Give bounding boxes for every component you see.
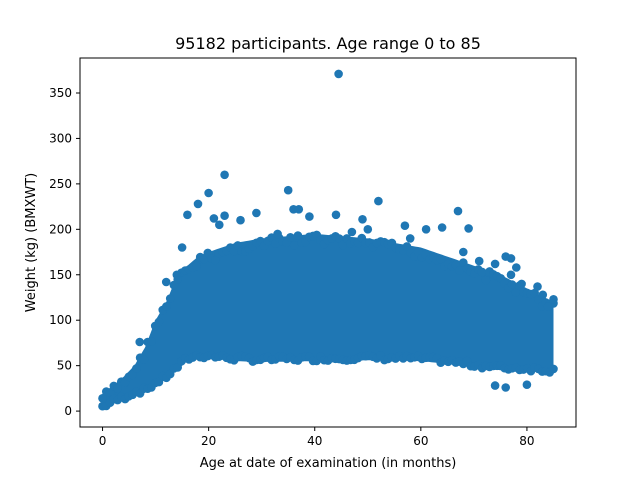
scatter-point [533, 282, 542, 291]
scatter-point [363, 225, 373, 234]
edge-point-lower [173, 363, 182, 372]
scatter-point [273, 229, 282, 239]
scatter-point [549, 295, 558, 304]
y-tick-label: 150 [49, 268, 72, 282]
scatter-point [215, 220, 224, 230]
scatter-point [543, 302, 553, 311]
edge-point-upper [338, 240, 348, 250]
x-axis: 0 20 40 60 80 [99, 427, 535, 448]
x-tick-label: 60 [413, 434, 428, 448]
scatter-point [347, 227, 357, 237]
edge-point-upper [436, 254, 446, 264]
scatter-point [252, 208, 261, 218]
edge-point-upper [105, 388, 115, 397]
y-axis-label: Weight (kg) (BMXWT) [24, 173, 39, 312]
scatter-point [512, 263, 521, 272]
x-tick-label: 0 [99, 434, 107, 448]
scatter-point [501, 383, 511, 392]
y-tick-label: 200 [49, 222, 72, 236]
scatter-point [453, 206, 463, 216]
y-tick-label: 50 [57, 359, 72, 373]
scatter-point [204, 188, 213, 198]
x-axis-label: Age at date of examination (in months) [200, 456, 457, 471]
scatter-point [474, 256, 484, 266]
scatter-point [220, 211, 229, 220]
scatter-point [183, 210, 192, 220]
scatter-point [490, 259, 500, 269]
edge-point-upper [481, 275, 491, 285]
scatter-point [283, 185, 293, 195]
x-tick-label: 40 [307, 434, 322, 448]
edge-point-upper [511, 288, 521, 297]
scatter-point [459, 247, 468, 257]
edge-point-upper [211, 255, 220, 265]
x-tick-label: 80 [519, 434, 534, 448]
scatter-point [464, 224, 473, 233]
edge-point-upper [286, 233, 295, 242]
scatter-point [334, 69, 343, 79]
y-tick-label: 100 [49, 313, 72, 327]
scatter-point [177, 243, 187, 252]
plot-marks [98, 69, 558, 411]
edge-point-lower [549, 364, 558, 374]
x-tick-label: 20 [201, 434, 216, 448]
scatter-point [220, 170, 229, 180]
edge-point-upper [477, 267, 487, 277]
edge-point-upper [402, 242, 412, 251]
scatter-point [331, 210, 341, 220]
edge-point-upper [128, 370, 137, 380]
scatter-point [305, 212, 314, 221]
scatter-point [437, 223, 447, 232]
edge-point-upper [132, 364, 141, 373]
scatter-point [294, 205, 304, 214]
scatter-point [374, 196, 383, 206]
y-tick-label: 0 [64, 404, 72, 418]
scatter-point [236, 215, 245, 225]
scatter-point [405, 234, 415, 243]
edge-point-upper [139, 355, 149, 364]
edge-point-upper [147, 337, 156, 346]
y-tick-label: 300 [49, 131, 72, 145]
edge-point-upper [154, 317, 164, 327]
y-tick-label: 250 [49, 177, 72, 191]
scatter-point [161, 277, 171, 287]
scatter-point [172, 270, 182, 280]
scatter-point [400, 221, 410, 230]
scatter-point [538, 290, 548, 300]
edge-point-upper [289, 241, 299, 250]
y-tick-label: 350 [49, 86, 72, 100]
scatter-point [506, 270, 516, 280]
scatter-point [135, 337, 144, 347]
edge-point-upper [165, 294, 175, 303]
scatter-point [517, 279, 526, 289]
edge-point-upper [98, 394, 107, 403]
point-cloud-band [102, 233, 554, 410]
scatter-point [358, 215, 367, 224]
edge-point-upper [335, 234, 344, 243]
edge-point-upper [455, 266, 464, 275]
edge-point-upper [162, 302, 171, 311]
chart-title: 95182 participants. Age range 0 to 85 [175, 34, 481, 53]
scatter-point [209, 214, 219, 223]
scatter-point [421, 225, 431, 234]
scatter-point [490, 381, 500, 390]
scatter-point [193, 199, 203, 209]
scatter-point [522, 380, 532, 390]
edge-point-upper [507, 280, 517, 289]
edge-point-upper [113, 384, 122, 393]
scatter-point [506, 254, 516, 263]
edge-point-upper [192, 261, 201, 271]
y-axis: 0 50 100 150 200 250 300 350 [49, 86, 80, 418]
edge-point-upper [293, 231, 303, 240]
plot-frame [79, 57, 577, 428]
